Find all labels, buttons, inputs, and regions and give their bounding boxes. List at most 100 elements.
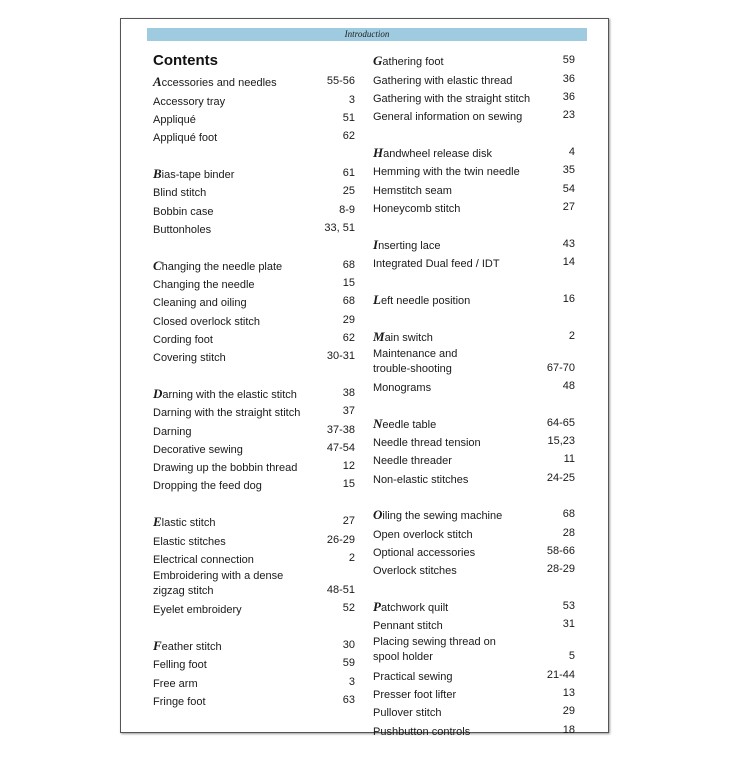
index-group: Oiling the sewing machine 68 Open overlock… — [373, 505, 575, 578]
index-group: Needle table 64-65 Needle thread tension 15… — [373, 413, 575, 486]
entry-label: Buttonholes — [153, 223, 212, 236]
entry-label: Changing the needle plate — [153, 257, 283, 273]
entry-page-number: 52 — [342, 602, 355, 615]
index-entry: Appliqué foot 62 — [153, 127, 355, 145]
index-entry: Buttonholes 33, 51 — [153, 219, 355, 237]
entry-page-number: 48-51 — [326, 583, 355, 596]
entry-page-number: 18 — [562, 723, 575, 736]
entry-page-number: 36 — [562, 72, 575, 85]
entry-label: Needle table — [373, 415, 437, 431]
entry-page-number: 15,23 — [547, 434, 575, 447]
entry-page-number: 5 — [568, 650, 575, 663]
index-entry: Embroidering with a dense zigzag stitch 4… — [153, 567, 355, 599]
index-entry: Appliqué 51 — [153, 109, 355, 127]
entry-page-number: 62 — [342, 331, 355, 344]
index-entry: Fringe foot 63 — [153, 691, 355, 709]
index-entry: Needle thread tension 15,23 — [373, 432, 575, 450]
entry-label: Cleaning and oiling — [153, 297, 247, 310]
entry-label: Closed overlock stitch — [153, 315, 260, 328]
entry-page-number: 30 — [342, 638, 355, 651]
entry-label: Needle thread tension — [373, 436, 481, 449]
entry-label: Gathering with the straight stitch — [373, 92, 531, 105]
contents-right-column: Gathering foot 59 Gathering with elastic t… — [373, 51, 575, 757]
entry-page-number: 23 — [562, 109, 575, 122]
entry-page-number: 11 — [563, 453, 575, 466]
index-group: Handwheel release disk 4 Hemming with the … — [373, 143, 575, 216]
entry-page-number: 68 — [342, 258, 355, 271]
entry-label: Left needle position — [373, 291, 471, 307]
entry-label: Elastic stitches — [153, 535, 226, 548]
index-entry: Patchwork quilt 53 — [373, 597, 575, 615]
index-entry: Pullover stitch 29 — [373, 702, 575, 720]
entry-page-number: 2 — [568, 329, 575, 342]
index-entry: Pushbutton controls 18 — [373, 720, 575, 738]
index-entry: Inserting lace 43 — [373, 234, 575, 252]
index-entry: Eyelet embroidery 52 — [153, 599, 355, 617]
entry-label: Elastic stitch — [153, 514, 216, 530]
index-entry: Changing the needle 15 — [153, 274, 355, 292]
index-group: Elastic stitch 27 Elastic stitches 26-29 Ele… — [153, 512, 355, 617]
entry-label: Presser foot lifter — [373, 688, 457, 701]
index-group: Darning with the elastic stitch 38 Darning… — [153, 384, 355, 494]
entry-label: Monograms — [373, 381, 432, 394]
entry-page-number: 3 — [348, 675, 355, 688]
entry-label: Appliqué — [153, 113, 196, 126]
index-entry: Accessories and needles 55-56 — [153, 72, 355, 90]
entry-page-number: 33, 51 — [324, 221, 355, 234]
entry-label: Honeycomb stitch — [373, 202, 461, 215]
index-entry: Pennant stitch 31 — [373, 615, 575, 633]
index-entry: Blind stitch 25 — [153, 182, 355, 200]
entry-page-number: 55-56 — [326, 75, 355, 88]
entry-label: Hemstitch seam — [373, 184, 452, 197]
entry-label: Appliqué foot — [153, 132, 218, 145]
index-group: Left needle position 16 — [373, 289, 575, 307]
entry-page-number: 38 — [342, 386, 355, 399]
entry-page-number: 51 — [342, 111, 355, 124]
index-entry: Oiling the sewing machine 68 — [373, 505, 575, 523]
entry-label: Open overlock stitch — [373, 528, 473, 541]
index-entry: Covering stitch 30-31 — [153, 347, 355, 365]
index-entry: Closed overlock stitch 29 — [153, 310, 355, 328]
index-entry: Integrated Dual feed / IDT 14 — [373, 253, 575, 271]
index-entry: Elastic stitches 26-29 — [153, 530, 355, 548]
entry-page-number: 2 — [348, 551, 355, 564]
entry-label: Main switch — [373, 328, 433, 344]
entry-label: Changing the needle — [153, 278, 255, 291]
entry-page-number: 64-65 — [546, 416, 575, 429]
entry-page-number: 53 — [562, 600, 575, 613]
entry-page-number: 61 — [342, 166, 355, 179]
entry-label: Integrated Dual feed / IDT — [373, 257, 500, 270]
entry-label: Pullover stitch — [373, 707, 442, 720]
entry-page-number: 43 — [562, 237, 575, 250]
page-title: Contents — [153, 52, 218, 69]
entry-page-number: 15 — [342, 478, 355, 491]
index-entry: Hemstitch seam 54 — [373, 179, 575, 197]
index-entry: Optional accessories 58-66 — [373, 542, 575, 560]
index-entry: Darning with the elastic stitch 38 — [153, 384, 355, 402]
index-entry: Main switch 2 — [373, 326, 575, 344]
entry-page-number: 68 — [342, 295, 355, 308]
entry-label: Darning with the straight stitch — [153, 407, 301, 420]
entry-label: Cording foot — [153, 333, 213, 346]
entry-page-number: 29 — [562, 705, 575, 718]
entry-page-number: 12 — [342, 460, 355, 473]
index-entry: Hemming with the twin needle 35 — [373, 161, 575, 179]
entry-page-number: 31 — [562, 618, 575, 631]
entry-page-number: 67-70 — [546, 361, 575, 374]
entry-label: Oiling the sewing machine — [373, 507, 503, 523]
entry-page-number: 68 — [562, 508, 575, 521]
entry-label: Bias-tape binder — [153, 165, 235, 181]
entry-label: Felling foot — [153, 659, 207, 672]
entry-page-number: 27 — [342, 515, 355, 528]
entry-label: Pennant stitch — [373, 620, 443, 633]
entry-label: Needle threader — [373, 455, 452, 468]
document-page: Introduction Contents Accessories and ne… — [120, 18, 609, 738]
entry-label: Non-elastic stitches — [373, 473, 469, 486]
index-group: Feather stitch 30 Felling foot 59 Free arm 3 F… — [153, 636, 355, 709]
entry-page-number: 59 — [342, 657, 355, 670]
index-entry: Dropping the feed dog 15 — [153, 475, 355, 493]
index-entry: Cording foot 62 — [153, 329, 355, 347]
entry-page-number: 28-29 — [546, 563, 575, 576]
index-entry: Non-elastic stitches 24-25 — [373, 468, 575, 486]
entry-label: Placing sewing thread on spool holder — [373, 636, 496, 664]
